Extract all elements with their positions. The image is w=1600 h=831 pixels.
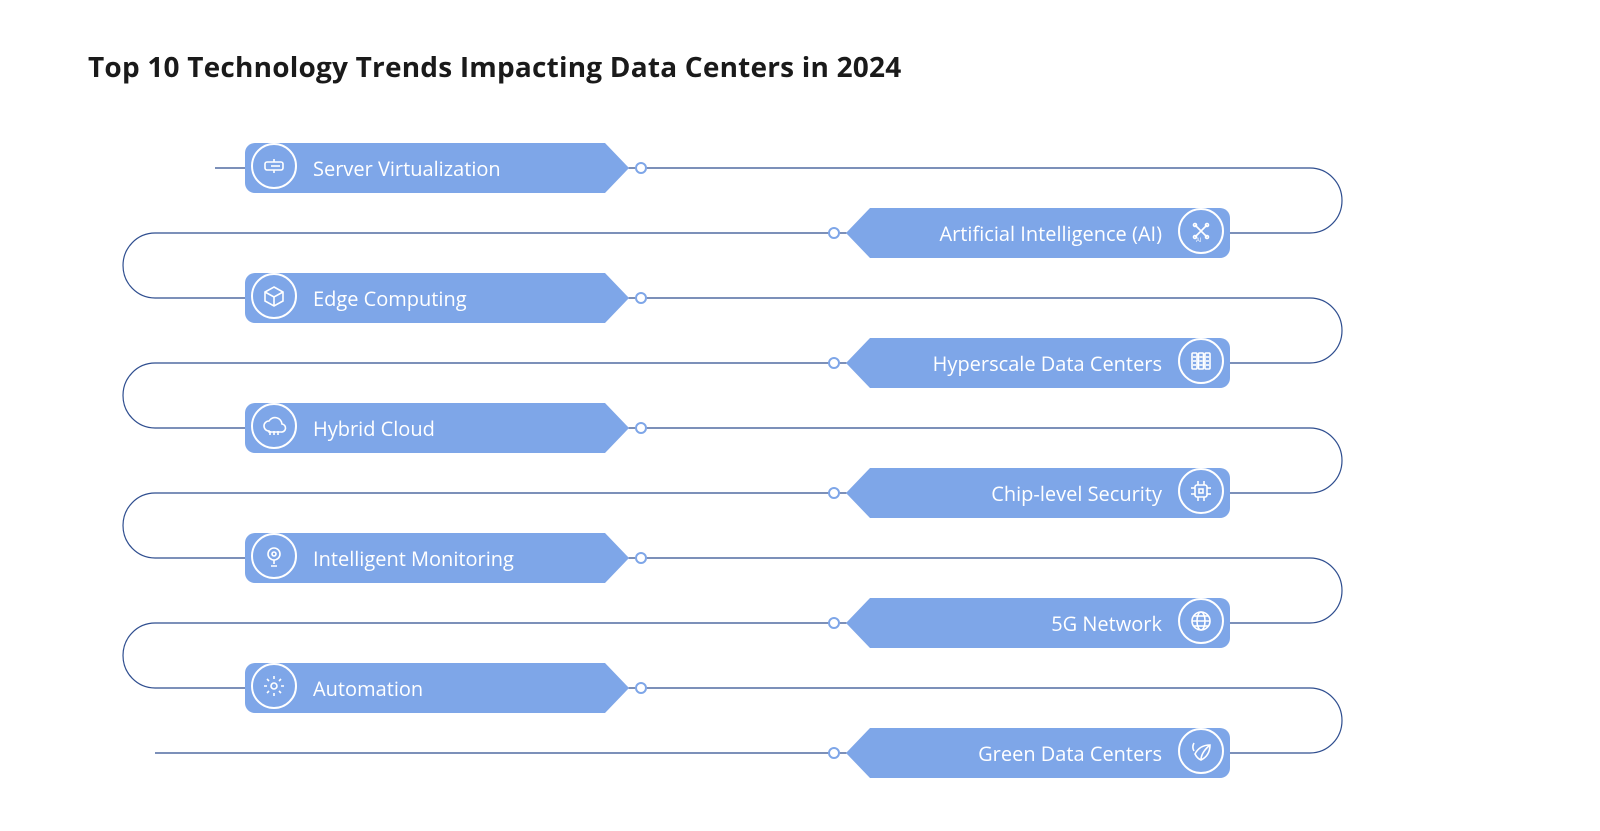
connector-dot (635, 292, 647, 304)
pill-label: Chip-level Security (991, 480, 1162, 507)
right-pill: Hyperscale Data Centers (870, 338, 1230, 388)
cloud-icon (251, 403, 297, 449)
pill-arrow-cap (846, 208, 870, 258)
page-title: Top 10 Technology Trends Impacting Data … (88, 48, 901, 86)
pill-arrow-cap (605, 273, 629, 323)
page: Top 10 Technology Trends Impacting Data … (0, 0, 1600, 831)
left-pill: Edge Computing (245, 273, 605, 323)
gear-icon (251, 663, 297, 709)
connector-dot (635, 682, 647, 694)
chip-icon (1178, 468, 1224, 514)
connector-dot (828, 227, 840, 239)
pill-arrow-cap (605, 663, 629, 713)
right-pill: Chip-level Security (870, 468, 1230, 518)
connector-dot (828, 747, 840, 759)
serpentine-track (0, 0, 1600, 831)
connector-dot (828, 487, 840, 499)
pill-label: Server Virtualization (313, 155, 501, 182)
pill-label: Hyperscale Data Centers (933, 350, 1162, 377)
camera-icon (251, 533, 297, 579)
right-pill: Green Data Centers (870, 728, 1230, 778)
connector-dot (828, 617, 840, 629)
pill-arrow-cap (846, 728, 870, 778)
pill-arrow-cap (846, 468, 870, 518)
pill-arrow-cap (605, 143, 629, 193)
pill-arrow-cap (846, 598, 870, 648)
connector-dot (635, 552, 647, 564)
left-pill: Automation (245, 663, 605, 713)
ai-icon (1178, 208, 1224, 254)
left-pill: Server Virtualization (245, 143, 605, 193)
pill-label: Artificial Intelligence (AI) (939, 220, 1162, 247)
right-pill: Artificial Intelligence (AI) (870, 208, 1230, 258)
connector-dot (635, 162, 647, 174)
pill-arrow-cap (605, 533, 629, 583)
pill-label: Automation (313, 675, 423, 702)
globe-icon (1178, 598, 1224, 644)
racks-icon (1178, 338, 1224, 384)
pill-label: 5G Network (1051, 610, 1162, 637)
leaf-icon (1178, 728, 1224, 774)
pill-label: Intelligent Monitoring (313, 545, 514, 572)
connector-dot (635, 422, 647, 434)
cube-icon (251, 273, 297, 319)
pill-label: Hybrid Cloud (313, 415, 435, 442)
pill-arrow-cap (605, 403, 629, 453)
pill-label: Green Data Centers (978, 740, 1162, 767)
pill-arrow-cap (846, 338, 870, 388)
pill-label: Edge Computing (313, 285, 467, 312)
left-pill: Intelligent Monitoring (245, 533, 605, 583)
server-icon (251, 143, 297, 189)
right-pill: 5G Network (870, 598, 1230, 648)
connector-dot (828, 357, 840, 369)
left-pill: Hybrid Cloud (245, 403, 605, 453)
